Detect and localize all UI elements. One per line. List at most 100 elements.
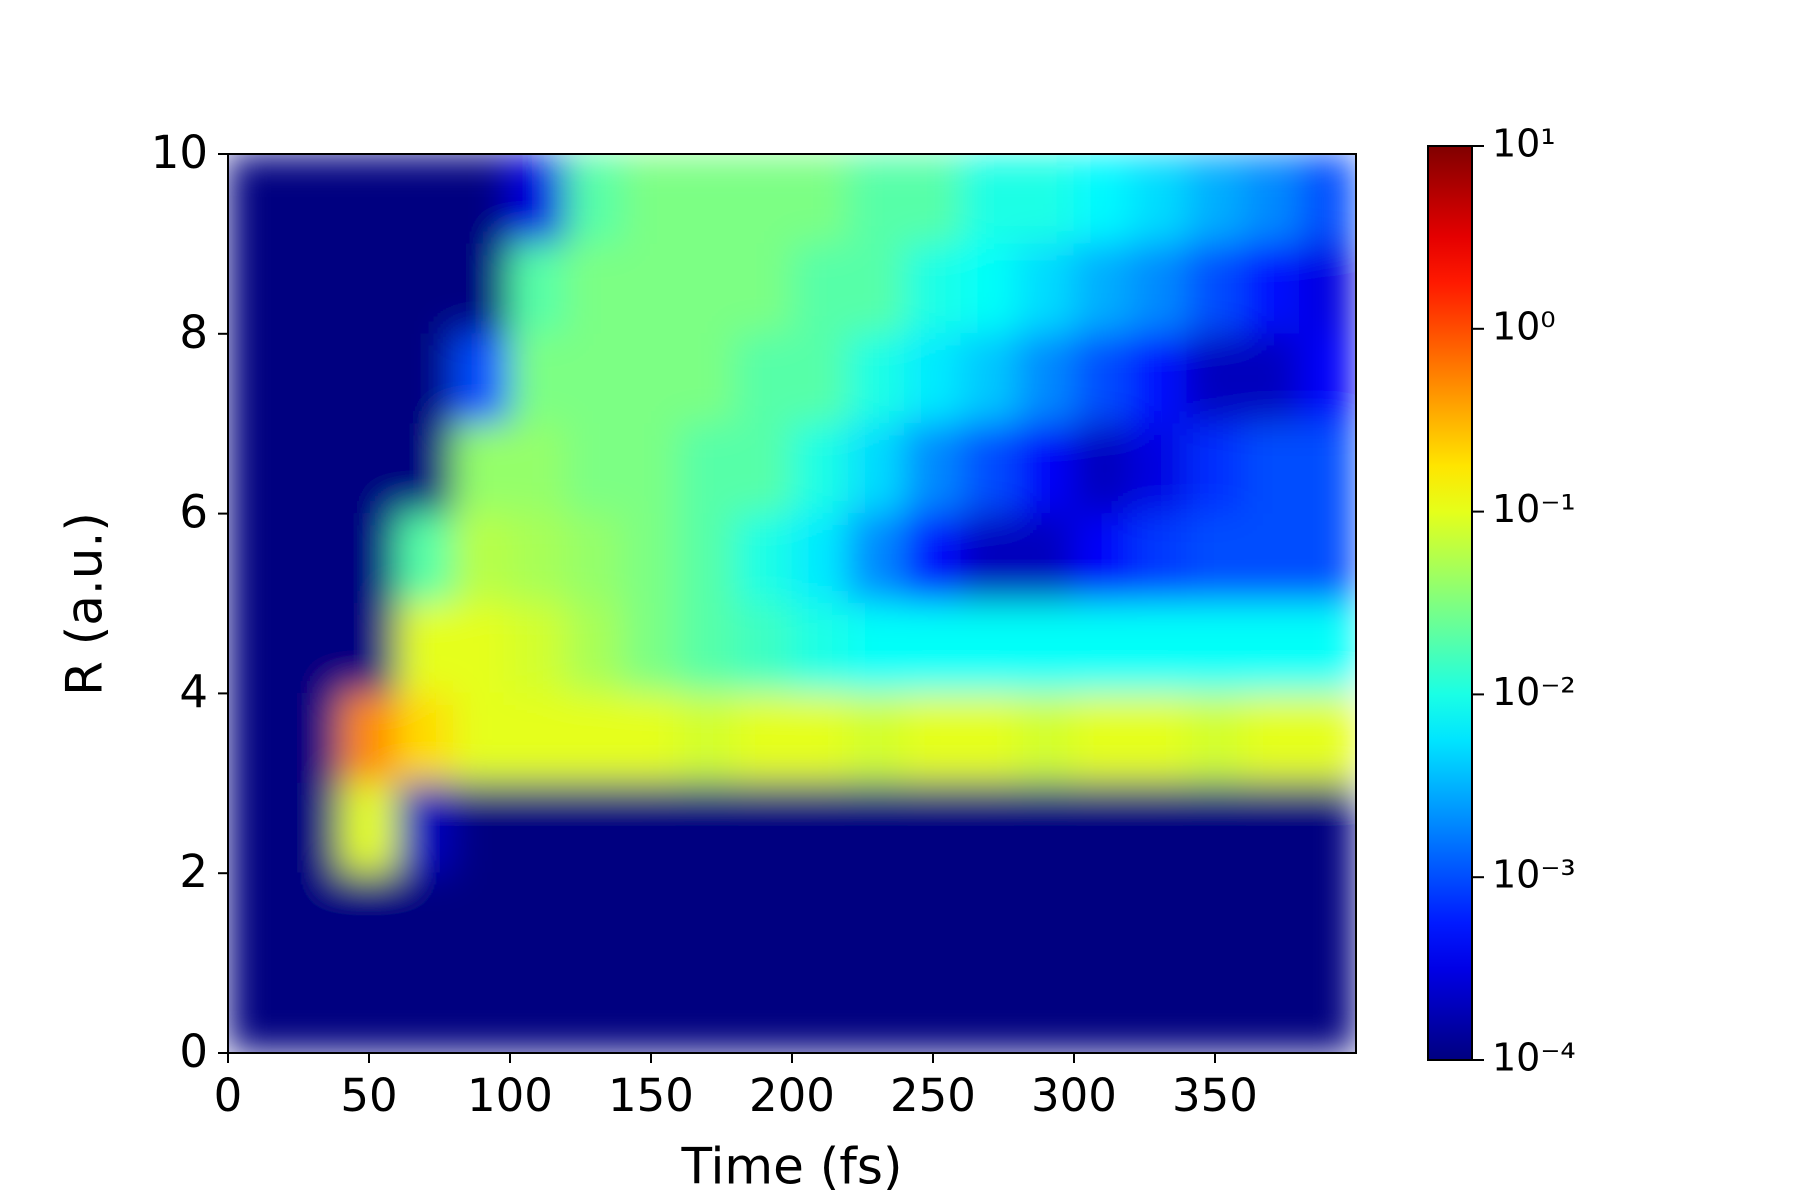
heatmap-cell [1073, 962, 1131, 1053]
heatmap-cell [1299, 872, 1356, 964]
heatmap-cell [1073, 333, 1131, 425]
heatmap-cell [228, 243, 285, 335]
y-axis-label: R (a.u.) [56, 512, 114, 696]
heatmap-cell [340, 243, 398, 335]
heatmap-cell [453, 782, 511, 874]
colorbar-tick-label: 10⁻³ [1492, 853, 1576, 897]
colorbar-tick-label: 10⁰ [1492, 304, 1556, 348]
heatmap-cell [678, 782, 737, 874]
heatmap-cell [228, 513, 285, 604]
heatmap-cell [960, 872, 1019, 964]
heatmap-cell [847, 513, 906, 604]
x-tick-label: 100 [467, 1069, 553, 1122]
heatmap-cell [1017, 603, 1075, 694]
heatmap-cell [1129, 782, 1188, 874]
heatmap-cell [340, 333, 398, 425]
heatmap-cell [1017, 243, 1075, 335]
colorbar [1427, 145, 1473, 1061]
heatmap-cell [509, 333, 567, 425]
heatmap-cell [396, 962, 455, 1053]
heatmap-cell [1242, 333, 1301, 425]
heatmap-cell [1129, 603, 1188, 694]
heatmap-cell [565, 154, 624, 245]
heatmap-cell [791, 423, 849, 515]
heatmap-cell [735, 782, 793, 874]
heatmap-cell [283, 692, 342, 784]
heatmap-cell [622, 782, 680, 874]
heatmap-cell [622, 872, 680, 964]
heatmap-cell [1186, 154, 1244, 245]
heatmap-cell [283, 603, 342, 694]
heatmap-cell [1017, 513, 1075, 604]
heatmap-cell [1299, 243, 1356, 335]
heatmap-cell [847, 333, 906, 425]
colorbar-tick-label: 10⁻² [1492, 670, 1576, 714]
heatmap-cell [847, 243, 906, 335]
heatmap-cell [396, 692, 455, 784]
heatmap-cell [453, 243, 511, 335]
heatmap-cell [1129, 692, 1188, 784]
heatmap-cell [791, 872, 849, 964]
heatmap-cell [735, 423, 793, 515]
heatmap-cell [735, 333, 793, 425]
heatmap-cell [622, 333, 680, 425]
heatmap-cell [960, 692, 1019, 784]
heatmap-cell [1129, 243, 1188, 335]
heatmap-cell [735, 962, 793, 1053]
heatmap-cell [1186, 603, 1244, 694]
heatmap-cell [678, 692, 737, 784]
heatmap-cell [1186, 423, 1244, 515]
x-tick-label: 0 [214, 1069, 243, 1122]
heatmap-cell [847, 782, 906, 874]
heatmap-cell [678, 333, 737, 425]
heatmap-cell [509, 692, 567, 784]
heatmap-cell [228, 872, 285, 964]
heatmap-cell [904, 603, 962, 694]
heatmap-cell [960, 782, 1019, 874]
heatmap-cell [960, 423, 1019, 515]
heatmap-cell [565, 423, 624, 515]
heatmap-cell [678, 962, 737, 1053]
heatmap-cell [904, 513, 962, 604]
colorbar-tick-label: 10⁻⁴ [1492, 1036, 1576, 1080]
x-tick-label: 150 [608, 1069, 694, 1122]
heatmap-cell [960, 243, 1019, 335]
heatmap-cell [340, 782, 398, 874]
heatmap-cell [1242, 962, 1301, 1053]
heatmap-cell [453, 603, 511, 694]
heatmap-cell [1299, 692, 1356, 784]
heatmap-cell [1242, 154, 1301, 245]
heatmap-cell [1129, 154, 1188, 245]
heatmap-cell [1129, 872, 1188, 964]
heatmap-cell [1186, 692, 1244, 784]
heatmap-cell [791, 962, 849, 1053]
heatmap-cell [509, 603, 567, 694]
heatmap-cell [565, 692, 624, 784]
heatmap-cell [228, 692, 285, 784]
heatmap-cell [565, 333, 624, 425]
heatmap-cell [1186, 962, 1244, 1053]
heatmap-cell [847, 423, 906, 515]
heatmap-cell [1073, 513, 1131, 604]
heatmap-cell [735, 692, 793, 784]
heatmap-cell [735, 513, 793, 604]
heatmap-cell [453, 692, 511, 784]
heatmap-cell [509, 782, 567, 874]
heatmap-cell [340, 513, 398, 604]
heatmap-cell [565, 962, 624, 1053]
heatmap-cell [1129, 962, 1188, 1053]
heatmap-cell [1242, 782, 1301, 874]
heatmap-cell [283, 513, 342, 604]
heatmap-cell [622, 243, 680, 335]
heatmap-cell [283, 423, 342, 515]
heatmap-cell [1186, 872, 1244, 964]
heatmap-cell [283, 962, 342, 1053]
heatmap-cell [1242, 513, 1301, 604]
y-tick-label: 8 [179, 306, 208, 359]
heatmap-cell [960, 333, 1019, 425]
heatmap-cell [1017, 154, 1075, 245]
heatmap-cell [791, 243, 849, 335]
heatmap-cell [1129, 333, 1188, 425]
heatmap-cell [1299, 333, 1356, 425]
heatmap-cell [678, 243, 737, 335]
